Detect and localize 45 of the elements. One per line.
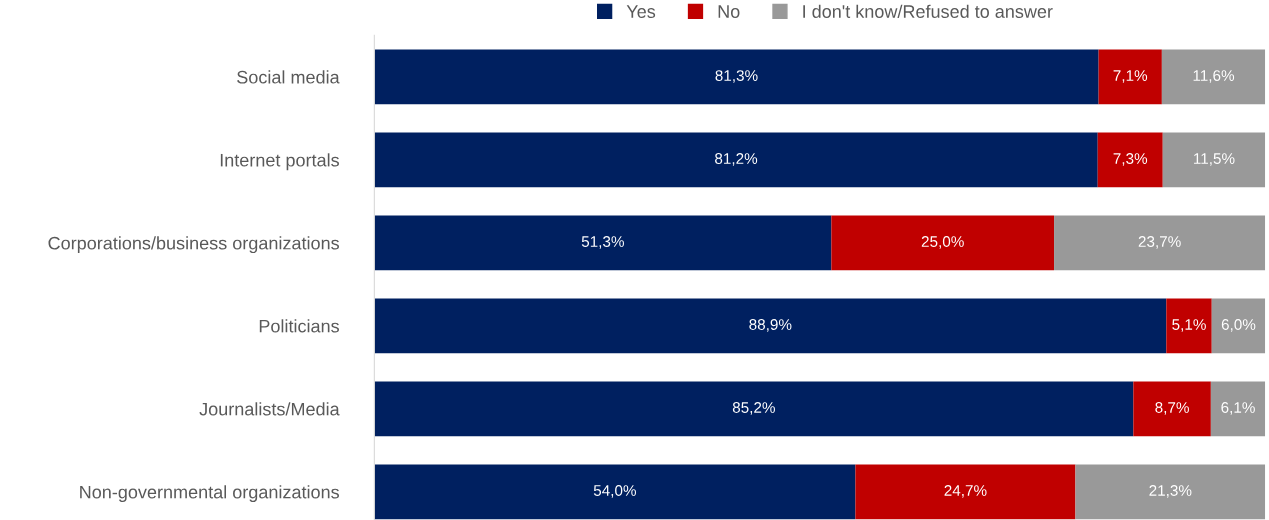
bar [374, 49, 1099, 105]
data-label: 51,3% [581, 236, 624, 249]
y-tick-label: Politicians [259, 319, 339, 333]
bar [1161, 49, 1266, 105]
bar [1210, 381, 1266, 437]
data-label: 25,0% [921, 236, 964, 249]
data-label: 81,2% [715, 153, 758, 166]
legend-label: Yes [626, 5, 656, 18]
bar [1133, 381, 1211, 437]
data-label: 21,3% [1149, 485, 1192, 498]
bar [1097, 132, 1163, 188]
bar [1162, 132, 1266, 188]
data-label: 7,1% [1113, 70, 1148, 83]
bar [374, 298, 1167, 354]
bar [374, 464, 856, 520]
y-tick-label: Journalists/Media [199, 402, 340, 416]
data-label: 6,0% [1221, 319, 1256, 332]
bar [1166, 298, 1212, 354]
y-tick-label: Internet portals [220, 153, 339, 171]
bar [855, 464, 1076, 520]
data-label: 5,1% [1172, 319, 1206, 332]
data-label: 85,2% [732, 402, 775, 415]
bar [1054, 215, 1266, 271]
y-tick-label: Corporations/business organizations [48, 236, 339, 254]
bar [1098, 49, 1162, 105]
data-label: 6,1% [1221, 402, 1255, 415]
bar [374, 381, 1134, 437]
bar [831, 215, 1055, 271]
data-label: 11,5% [1194, 153, 1235, 166]
bar [1211, 298, 1266, 354]
legend-label: I don't know/Refused to answer [803, 4, 1053, 18]
data-label: 54,0% [593, 485, 636, 498]
bar [374, 215, 832, 271]
bar [374, 132, 1098, 188]
data-label: 81,3% [715, 70, 758, 83]
data-label: 11,6% [1193, 70, 1235, 83]
data-label: 24,7% [944, 485, 987, 498]
y-tick-label: Non-governmental organizations [80, 485, 339, 503]
data-label: 8,7% [1155, 402, 1189, 415]
y-tick-label: Social media [237, 70, 340, 84]
data-label: 23,7% [1138, 236, 1181, 249]
data-label: 7,3% [1113, 153, 1148, 166]
bar [1075, 464, 1266, 520]
data-label: 88,9% [749, 319, 792, 332]
legend-label: No [718, 5, 740, 18]
